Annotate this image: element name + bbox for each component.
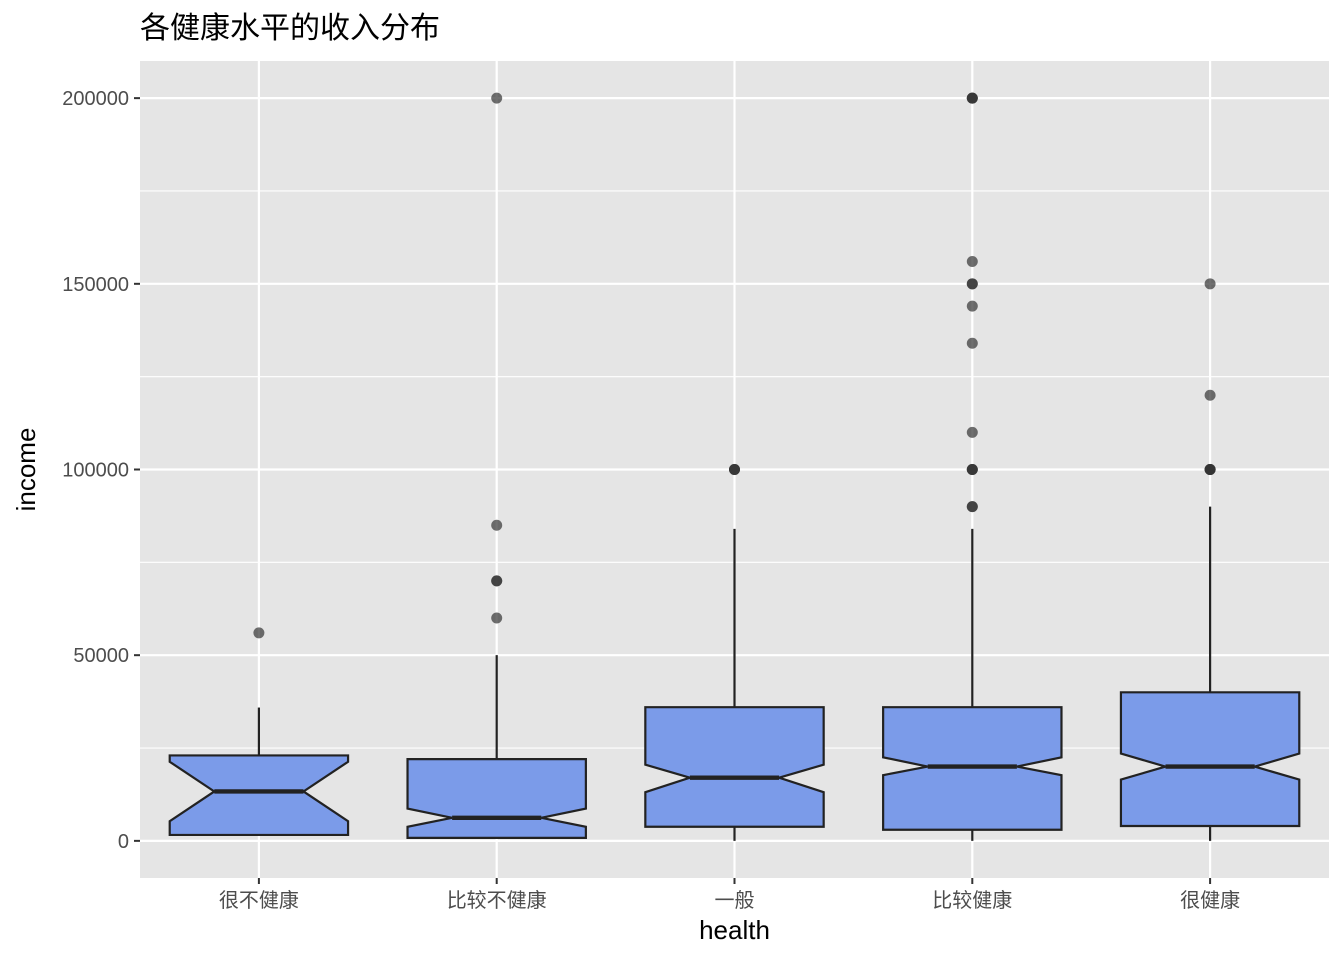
outlier-point (966, 464, 978, 475)
x-tick-label: 很不健康 (219, 889, 299, 912)
outlier-point (491, 575, 503, 587)
notched-box (406, 758, 587, 839)
outlier-point (966, 337, 978, 349)
outlier-point (966, 278, 978, 290)
x-axis-title: health (699, 915, 770, 945)
chart-title: 各健康水平的收入分布 (140, 11, 440, 46)
outliers (253, 92, 1216, 639)
outlier-point (966, 426, 978, 438)
x-tick-label: 比较不健康 (447, 889, 547, 912)
outlier-point (1204, 464, 1216, 475)
outlier-point (966, 256, 978, 268)
notched-box (168, 754, 350, 837)
outlier-point (729, 464, 740, 475)
x-tick-label: 很健康 (1180, 889, 1240, 912)
outlier-point (1204, 389, 1216, 401)
y-tick-label: 0 (118, 831, 129, 853)
notched-box (1119, 691, 1301, 828)
x-tick-label: 一般 (715, 889, 755, 912)
x-tick-label: 比较健康 (932, 889, 1012, 912)
y-tick-label: 150000 (62, 274, 129, 296)
notched-box (644, 706, 825, 828)
outlier-point (966, 300, 978, 312)
y-tick-label: 200000 (62, 88, 129, 110)
x-axis: 很不健康 比较不健康 一般 比较健康 很健康 (219, 878, 1240, 912)
outlier-point (491, 612, 503, 624)
y-tick-label: 100000 (62, 460, 129, 482)
outlier-point (491, 92, 503, 104)
outlier-point (1204, 278, 1216, 290)
outlier-point (491, 519, 503, 531)
y-axis-title: income (11, 428, 41, 512)
outlier-point (253, 627, 265, 639)
y-tick-label: 50000 (73, 645, 129, 667)
y-axis: 0 50000 100000 150000 200000 (62, 88, 140, 853)
boxes (168, 506, 1301, 841)
outlier-point (966, 92, 978, 104)
outlier-point (966, 501, 978, 513)
